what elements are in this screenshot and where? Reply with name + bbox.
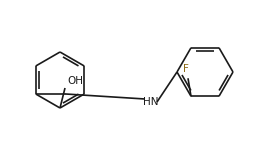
- Text: F: F: [183, 64, 189, 74]
- Text: OH: OH: [67, 76, 83, 86]
- Text: HN: HN: [143, 97, 159, 107]
